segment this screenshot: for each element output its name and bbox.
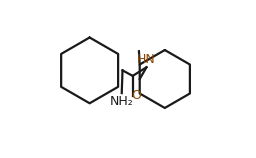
Text: NH₂: NH₂ [110,95,134,108]
Text: O: O [132,89,142,102]
Text: HN: HN [136,53,155,67]
